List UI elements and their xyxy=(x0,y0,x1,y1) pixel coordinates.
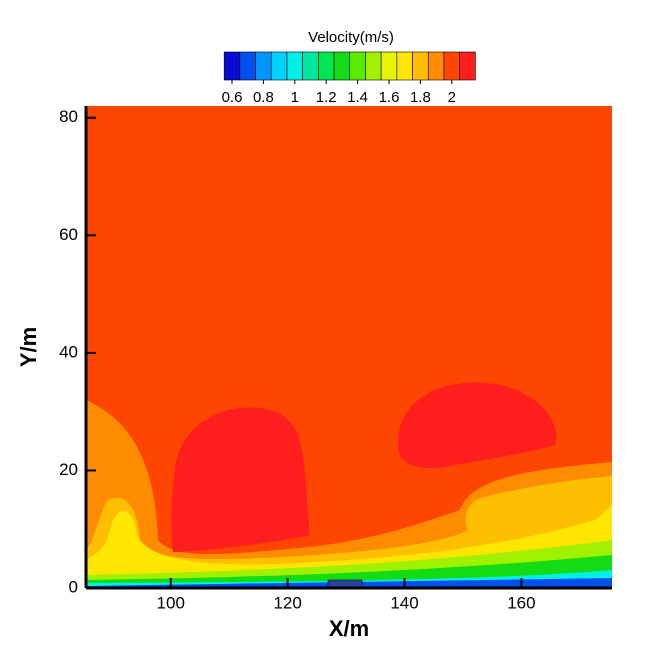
colorbar-cell xyxy=(255,51,272,81)
x-axis-title: X/m xyxy=(329,616,369,641)
colorbar-cell xyxy=(270,51,288,81)
colorbar-cell xyxy=(349,51,366,81)
y-tick-label: 80 xyxy=(59,107,78,126)
colorbar-cell xyxy=(318,51,335,81)
contour-region xyxy=(171,407,310,552)
colorbar-cell xyxy=(286,51,303,81)
obstacle xyxy=(327,579,363,588)
colorbar-cell xyxy=(412,51,429,81)
colorbar-cell xyxy=(302,51,319,81)
colorbar-cell xyxy=(333,51,351,81)
y-tick-label: 60 xyxy=(59,225,78,244)
colorbar-tick-label: 1.2 xyxy=(316,89,337,106)
colorbar-tick-label: 1 xyxy=(291,89,299,106)
y-tick-label: 20 xyxy=(59,460,78,479)
y-tick-label: 0 xyxy=(69,577,78,596)
contour-field xyxy=(86,106,612,588)
x-tick-label: 100 xyxy=(157,593,185,612)
colorbar-title: Velocity(m/s) xyxy=(308,29,394,46)
colorbar-tick-label: 1.8 xyxy=(410,89,431,106)
colorbar-cell xyxy=(396,51,413,81)
contour-region xyxy=(397,382,557,469)
colorbar-cell xyxy=(380,51,398,81)
y-axis-title: Y/m xyxy=(16,327,41,367)
overlay: 100 120 140 160 0 20 40 60 80 0.6 0.8 1 1.2 1.4 1.6 1.8… xyxy=(59,51,612,612)
x-tick-label: 140 xyxy=(390,593,418,612)
colorbar-tick-label: 0.6 xyxy=(222,89,243,106)
colorbar-tick-label: 1.6 xyxy=(379,89,400,106)
colorbar-cell xyxy=(427,51,445,81)
colorbar-tick-label: 0.8 xyxy=(253,89,274,106)
colorbar-tick-label: 2 xyxy=(448,89,456,106)
colorbar-cell xyxy=(459,51,476,81)
x-tick-label: 120 xyxy=(273,593,301,612)
colorbar-cell xyxy=(365,51,382,81)
x-tick-label: 160 xyxy=(507,593,535,612)
colorbar-cell xyxy=(239,51,256,81)
y-tick-label: 40 xyxy=(59,342,78,361)
colorbar-tick-label: 1.4 xyxy=(347,89,368,106)
colorbar-cell xyxy=(223,51,241,81)
colorbar-cell xyxy=(443,51,460,81)
